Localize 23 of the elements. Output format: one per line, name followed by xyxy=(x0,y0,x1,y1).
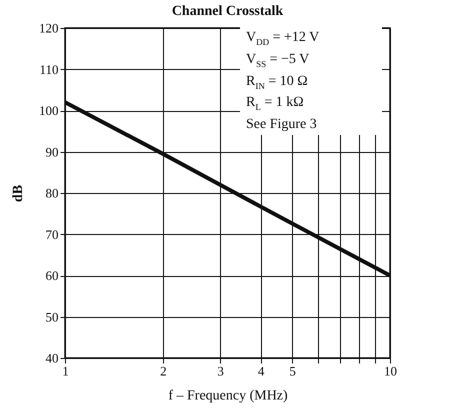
chart-title: Channel Crosstalk xyxy=(172,4,284,19)
annotation: V$_{DD}$ = +12 V xyxy=(246,29,320,49)
y-tick-label: 110 xyxy=(39,62,58,77)
y-axis-title: dB xyxy=(11,184,26,202)
annotation: See Figure 3 xyxy=(246,116,318,134)
x-tick-label: 5 xyxy=(289,364,296,378)
y-tick-label: 40 xyxy=(46,350,58,366)
annotation: R$_{L}$ = 1 kΩ xyxy=(246,94,305,114)
y-tick-label: 50 xyxy=(46,309,58,324)
annotation: V$_{SS}$ = −5 V xyxy=(246,50,310,71)
x-axis-title: f – Frequency (MHz) xyxy=(168,388,288,404)
y-tick-label: 80 xyxy=(46,186,58,200)
x-tick-label: 10 xyxy=(384,364,397,378)
y-tick-label: 90 xyxy=(46,144,58,160)
x-tick-label: 4 xyxy=(258,364,265,378)
x-tick-label: 2 xyxy=(160,364,167,378)
y-tick-label: 70 xyxy=(46,226,58,242)
x-tick-label: 1 xyxy=(62,364,69,378)
annotation: R$_{IN}$ = 10 Ω xyxy=(246,72,309,92)
y-tick-label: 100 xyxy=(39,103,58,118)
y-tick-label: 120 xyxy=(39,20,58,36)
x-tick-label: 3 xyxy=(217,364,224,378)
y-tick-label: 60 xyxy=(46,268,58,283)
